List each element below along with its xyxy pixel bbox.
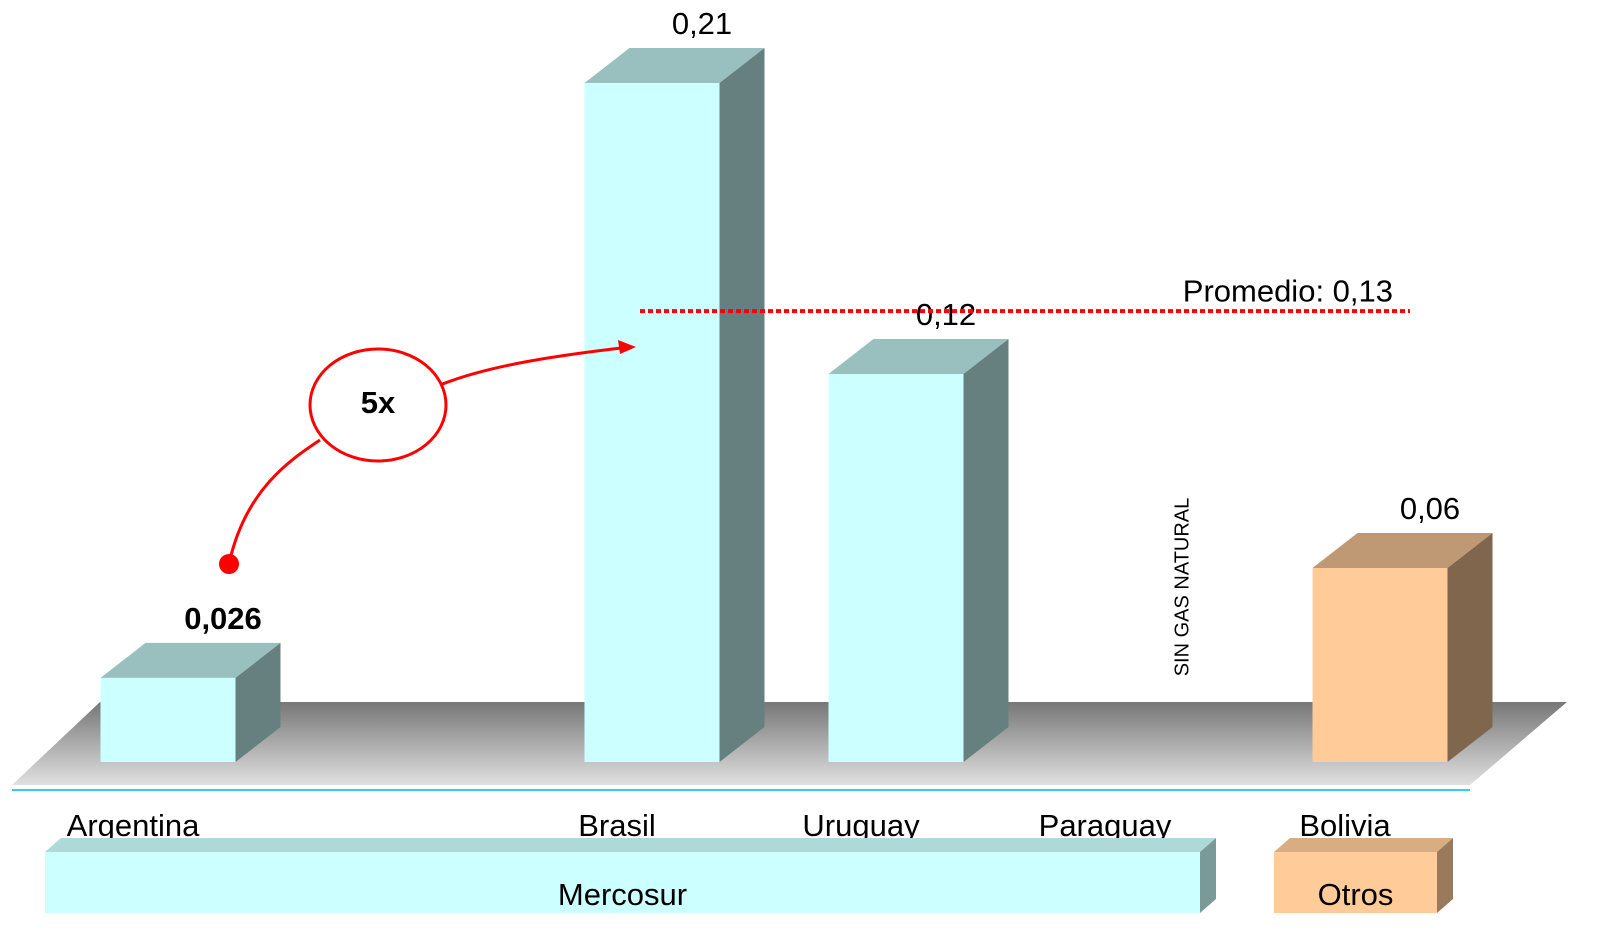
ratio-bubble [308, 347, 448, 463]
bar-side [1447, 533, 1493, 762]
x-tick-label: Bolivia [1299, 808, 1391, 843]
bar [584, 83, 720, 762]
ratio-label: 5x [361, 385, 396, 420]
group-label: Mercosur [558, 877, 687, 912]
bar [828, 374, 964, 762]
x-tick-label: Brasil [578, 808, 656, 843]
no-data-label: SIN GAS NATURAL [1171, 498, 1193, 677]
group-top [45, 838, 1216, 852]
bar-top [1312, 533, 1493, 568]
arrow-curve [439, 345, 631, 387]
value-label: 0,21 [672, 6, 732, 41]
bar [100, 677, 236, 762]
bar-side [719, 48, 765, 762]
bar-side [235, 642, 281, 762]
x-tick-label: Argentina [67, 808, 200, 843]
arrow-head [618, 340, 636, 354]
group-label: Otros [1318, 877, 1394, 912]
value-label: 0,026 [184, 601, 262, 636]
group-side [1200, 838, 1216, 913]
value-label: 0,06 [1400, 491, 1460, 526]
bar [1312, 568, 1448, 762]
bar-top [100, 642, 281, 678]
arrow-curve [227, 438, 321, 565]
x-tick-label: Paraguay [1039, 808, 1172, 843]
value-label: 0,12 [916, 297, 976, 332]
x-tick-label: Uruguay [802, 808, 920, 843]
bar-side [963, 339, 1009, 762]
average-label: Promedio: 0,13 [1183, 273, 1393, 308]
bar-top [828, 339, 1009, 374]
group-side [1437, 838, 1453, 913]
group-box [45, 852, 1200, 913]
group-top [1274, 838, 1453, 852]
floor [12, 702, 1567, 785]
group-box [1274, 852, 1437, 913]
bar-top [584, 48, 765, 83]
